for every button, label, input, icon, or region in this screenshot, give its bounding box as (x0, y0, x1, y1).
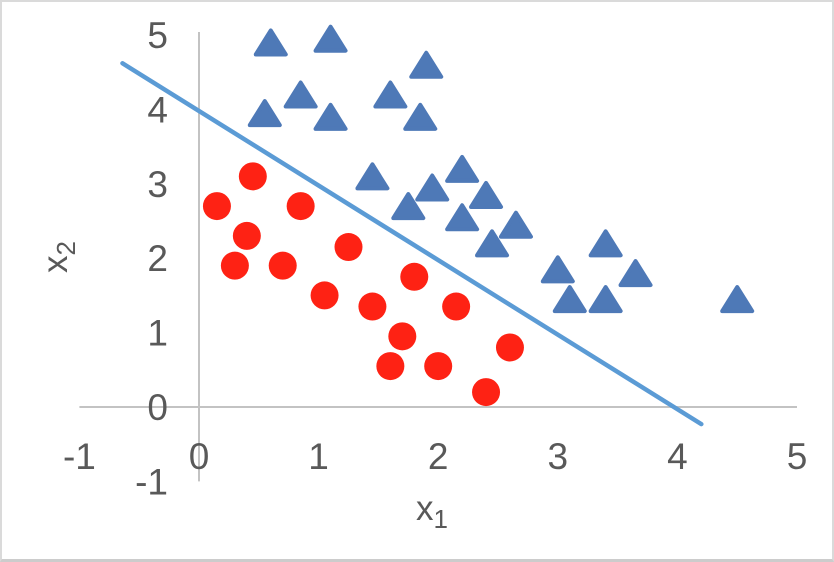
y-axis-tick-label: 5 (147, 15, 168, 56)
y-axis-tick-label: 3 (147, 164, 168, 205)
triangle-marker (445, 154, 480, 183)
circle-marker (442, 292, 471, 321)
triangle-marker (355, 162, 390, 191)
triangle-marker (469, 180, 504, 209)
circle-marker (334, 233, 363, 262)
y-axis-tick-label: 0 (147, 387, 168, 428)
triangle-marker (618, 259, 653, 288)
triangle-marker (247, 99, 282, 128)
y-axis-title-subscript: 2 (51, 241, 81, 256)
triangle-marker (445, 203, 480, 232)
circle-marker (472, 378, 501, 407)
y-axis-tick-label: 4 (147, 89, 168, 130)
x-axis-tick-label: 0 (189, 436, 210, 477)
x-axis-tick-label: 3 (548, 436, 569, 477)
triangle-marker (588, 285, 623, 314)
circle-marker (495, 333, 524, 362)
x-axis-title-subscript: 1 (433, 504, 448, 534)
x-axis-title-base: x (416, 489, 434, 528)
y-axis-tick-label: -1 (135, 461, 168, 502)
circle-marker (286, 192, 315, 221)
circle-marker (388, 322, 417, 351)
x-axis-tick-label: -1 (63, 436, 96, 477)
triangle-marker (720, 285, 755, 314)
triangle-marker (415, 173, 450, 202)
triangle-marker (475, 229, 510, 258)
triangle-marker (283, 80, 318, 109)
triangle-marker (391, 192, 426, 221)
x-axis-tick-label: 2 (428, 436, 449, 477)
x-axis-title: x1 (416, 489, 448, 535)
triangle-marker (552, 285, 587, 314)
y-axis-tick-label: 2 (147, 238, 168, 279)
triangle-marker (498, 210, 533, 239)
triangle-marker (409, 50, 444, 79)
circle-marker (400, 262, 429, 291)
circle-marker (358, 292, 387, 321)
decision-boundary-line (120, 61, 704, 427)
triangle-marker (588, 229, 623, 258)
circle-marker (202, 192, 231, 221)
x-axis-tick-label: 5 (787, 436, 808, 477)
triangle-marker (313, 102, 348, 131)
triangle-marker (403, 102, 438, 131)
y-axis-title: x2 (36, 241, 82, 273)
circle-marker (238, 162, 267, 191)
circle-marker (310, 281, 339, 310)
circle-marker (220, 251, 249, 280)
circle-marker (268, 251, 297, 280)
triangle-marker (373, 80, 408, 109)
y-axis-tick-label: 1 (147, 313, 168, 354)
triangle-marker (313, 24, 348, 53)
triangle-marker (253, 28, 288, 57)
triangle-marker (540, 255, 575, 284)
y-axis-title-base: x (36, 255, 75, 273)
circle-marker (232, 221, 261, 250)
circle-marker (424, 352, 453, 381)
circle-marker (376, 352, 405, 381)
x-axis-tick-label: 1 (308, 436, 329, 477)
x-axis-tick-label: 4 (667, 436, 688, 477)
